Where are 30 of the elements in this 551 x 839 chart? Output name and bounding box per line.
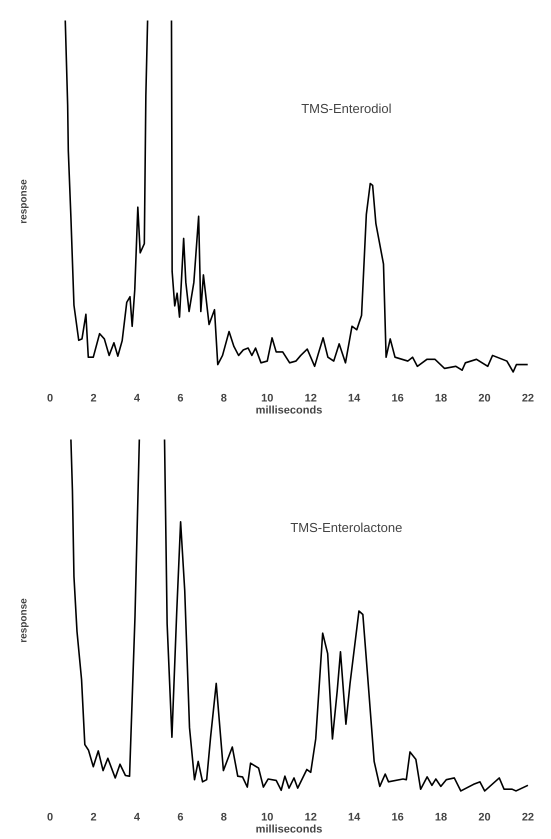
x-axis-title: milliseconds <box>256 404 322 416</box>
x-tick-label: 0 <box>47 812 54 824</box>
x-tick-label: 2 <box>90 392 97 404</box>
text: TMS-Enterolactone <box>290 520 402 535</box>
x-tick-label: 6 <box>177 812 184 824</box>
y-axis-title: response <box>18 598 30 643</box>
x-tick-label: 0 <box>47 392 54 404</box>
y-axis-title: response <box>18 178 30 224</box>
x-tick-label: 4 <box>134 392 141 404</box>
x-tick-label: 14 <box>348 812 362 824</box>
text: TMS-Enterodiol <box>301 100 392 116</box>
x-tick-label: 6 <box>177 392 184 404</box>
x-tick-label: 10 <box>261 812 274 824</box>
x-tick-label: 12 <box>304 812 317 824</box>
x-tick-label: 20 <box>478 812 491 824</box>
x-tick-label: 14 <box>348 392 362 404</box>
x-tick-label: 16 <box>391 812 404 824</box>
x-tick-label: 8 <box>220 812 227 824</box>
x-tick-label: 18 <box>434 392 448 404</box>
x-tick-label: 8 <box>220 392 227 404</box>
x-tick-label: 20 <box>478 392 491 404</box>
x-axis-title: milliseconds <box>256 824 322 836</box>
x-tick-label: 18 <box>434 812 448 824</box>
x-tick-label: 2 <box>90 812 97 824</box>
x-tick-label: 22 <box>522 392 534 404</box>
x-tick-label: 22 <box>522 812 534 824</box>
x-tick-label: 4 <box>134 812 141 824</box>
x-tick-label: 16 <box>391 392 404 404</box>
x-tick-label: 10 <box>261 392 274 404</box>
x-tick-label: 12 <box>304 392 317 404</box>
